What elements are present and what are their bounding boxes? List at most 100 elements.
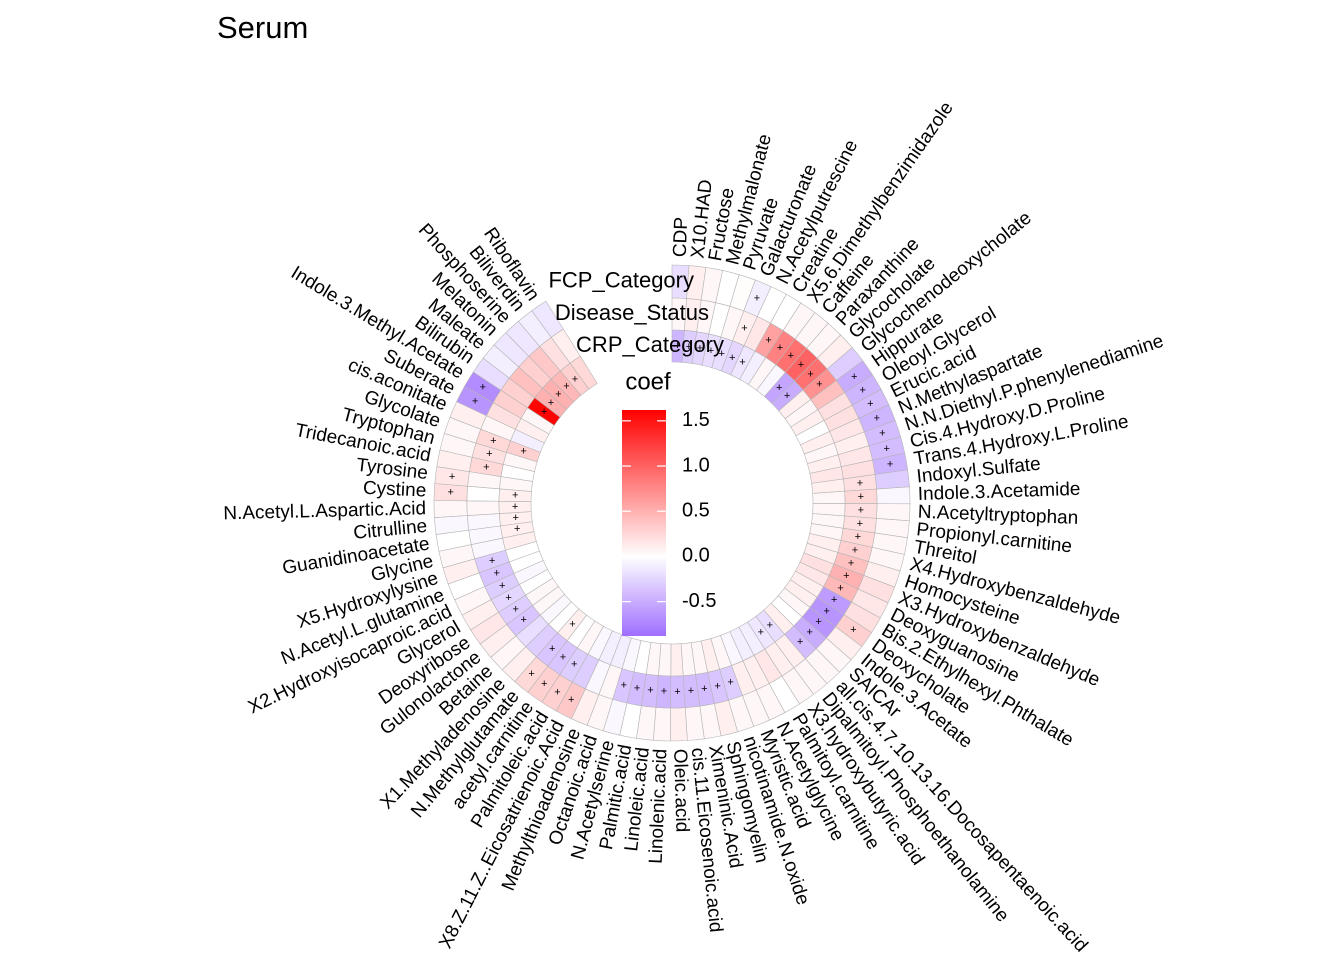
significance-mark: + [708, 345, 714, 357]
category-label: Linolenic.acid [646, 748, 672, 864]
colorbar-tick-label: 0.5 [682, 500, 710, 522]
significance-mark: + [448, 487, 454, 499]
significance-mark: + [758, 626, 764, 638]
colorbar-tick-label: -0.5 [682, 590, 716, 612]
heat-cell [670, 707, 688, 742]
significance-mark: + [449, 471, 455, 483]
significance-mark: + [512, 501, 518, 513]
significance-mark: + [718, 348, 724, 360]
significance-mark: + [571, 659, 577, 671]
significance-mark: + [824, 605, 830, 617]
significance-mark: + [765, 334, 771, 346]
significance-mark: + [569, 618, 575, 630]
significance-mark: + [560, 651, 566, 663]
track-label: Disease_Status [555, 300, 709, 325]
heat-cell [466, 500, 500, 516]
heat-cell [433, 500, 468, 518]
significance-mark: + [697, 342, 703, 354]
significance-mark: + [850, 624, 856, 636]
significance-mark: + [729, 352, 735, 364]
significance-mark: + [852, 544, 858, 556]
significance-mark: + [701, 683, 707, 695]
chart-title: Serum [217, 10, 308, 45]
significance-mark: + [548, 397, 554, 409]
significance-mark: + [816, 379, 822, 391]
significance-mark: + [480, 382, 486, 394]
significance-mark: + [874, 413, 880, 425]
significance-mark: + [493, 568, 499, 580]
category-label: CDP [670, 217, 692, 258]
significance-mark: + [857, 518, 863, 530]
category-label: Cystine [363, 478, 427, 502]
significance-mark: + [512, 490, 518, 502]
significance-mark: + [857, 477, 863, 489]
significance-mark: + [867, 398, 873, 410]
significance-mark: + [472, 395, 478, 407]
significance-mark: + [528, 668, 534, 680]
significance-mark: + [784, 390, 790, 402]
significance-mark: + [572, 373, 578, 385]
heat-cell [876, 503, 911, 522]
significance-mark: + [554, 686, 560, 698]
heat-cell [653, 707, 671, 742]
significance-mark: + [848, 557, 854, 569]
heat-cell [876, 486, 911, 505]
significance-mark: + [486, 448, 492, 460]
significance-mark: + [521, 614, 527, 626]
significance-mark: + [541, 678, 547, 690]
significance-mark: + [483, 461, 489, 473]
significance-mark: + [499, 580, 505, 592]
colorbar-tick-label: 0.0 [682, 545, 710, 567]
significance-mark: + [855, 531, 861, 543]
significance-mark: + [879, 428, 885, 440]
significance-mark: + [798, 359, 804, 371]
track-label: FCP_Category [548, 267, 694, 292]
significance-mark: + [520, 446, 526, 458]
significance-mark: + [563, 381, 569, 393]
significance-mark: + [674, 686, 680, 698]
significance-mark: + [807, 368, 813, 380]
significance-mark: + [860, 384, 866, 396]
significance-mark: + [505, 592, 511, 604]
significance-mark: + [621, 680, 627, 692]
significance-mark: + [647, 685, 653, 697]
significance-mark: + [634, 683, 640, 695]
track-label: CRP_Category [576, 332, 724, 357]
significance-mark: + [674, 340, 680, 352]
significance-mark: + [568, 694, 574, 706]
significance-mark: + [767, 620, 773, 632]
significance-mark: + [831, 594, 837, 606]
significance-mark: + [513, 603, 519, 615]
significance-mark: + [489, 555, 495, 567]
significance-mark: + [837, 582, 843, 594]
heat-cell [812, 490, 846, 504]
significance-mark: + [739, 357, 745, 369]
significance-mark: + [884, 443, 890, 455]
category-label: Indole.3.Acetamide [918, 479, 1081, 505]
significance-mark: + [688, 685, 694, 697]
significance-mark: + [858, 504, 864, 516]
significance-mark: + [513, 512, 519, 524]
significance-mark: + [776, 382, 782, 394]
significance-mark: + [806, 626, 812, 638]
significance-mark: + [843, 570, 849, 582]
category-label: N.Acetyl.L.Aspartic.Acid [223, 498, 426, 524]
significance-mark: + [851, 371, 857, 383]
category-label: Oleic.acid [669, 749, 692, 833]
significance-mark: + [514, 523, 520, 535]
significance-mark: + [887, 458, 893, 470]
significance-mark: + [797, 636, 803, 648]
significance-mark: + [777, 342, 783, 354]
significance-mark: + [727, 677, 733, 689]
significance-mark: + [741, 322, 747, 334]
significance-mark: + [661, 686, 667, 698]
significance-mark: + [555, 389, 561, 401]
significance-mark: + [815, 616, 821, 628]
colorbar-tick-label: 1.0 [682, 454, 710, 476]
significance-mark: + [686, 341, 692, 353]
significance-mark: + [754, 292, 760, 304]
significance-mark: + [541, 406, 547, 418]
significance-mark: + [549, 643, 555, 655]
colorbar-tick-label: 1.5 [682, 409, 710, 431]
